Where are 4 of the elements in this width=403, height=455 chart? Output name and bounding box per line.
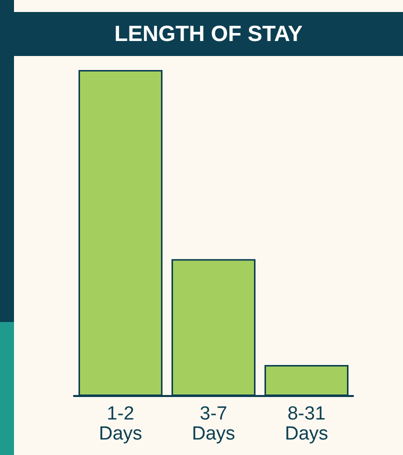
x-tick-label: 1-2 Days [98, 404, 142, 444]
x-tick-label: 8-31 Days [284, 404, 328, 444]
chart-title: LENGTH OF STAY [14, 12, 403, 56]
x-tick-label: 3-7 Days [192, 404, 236, 444]
